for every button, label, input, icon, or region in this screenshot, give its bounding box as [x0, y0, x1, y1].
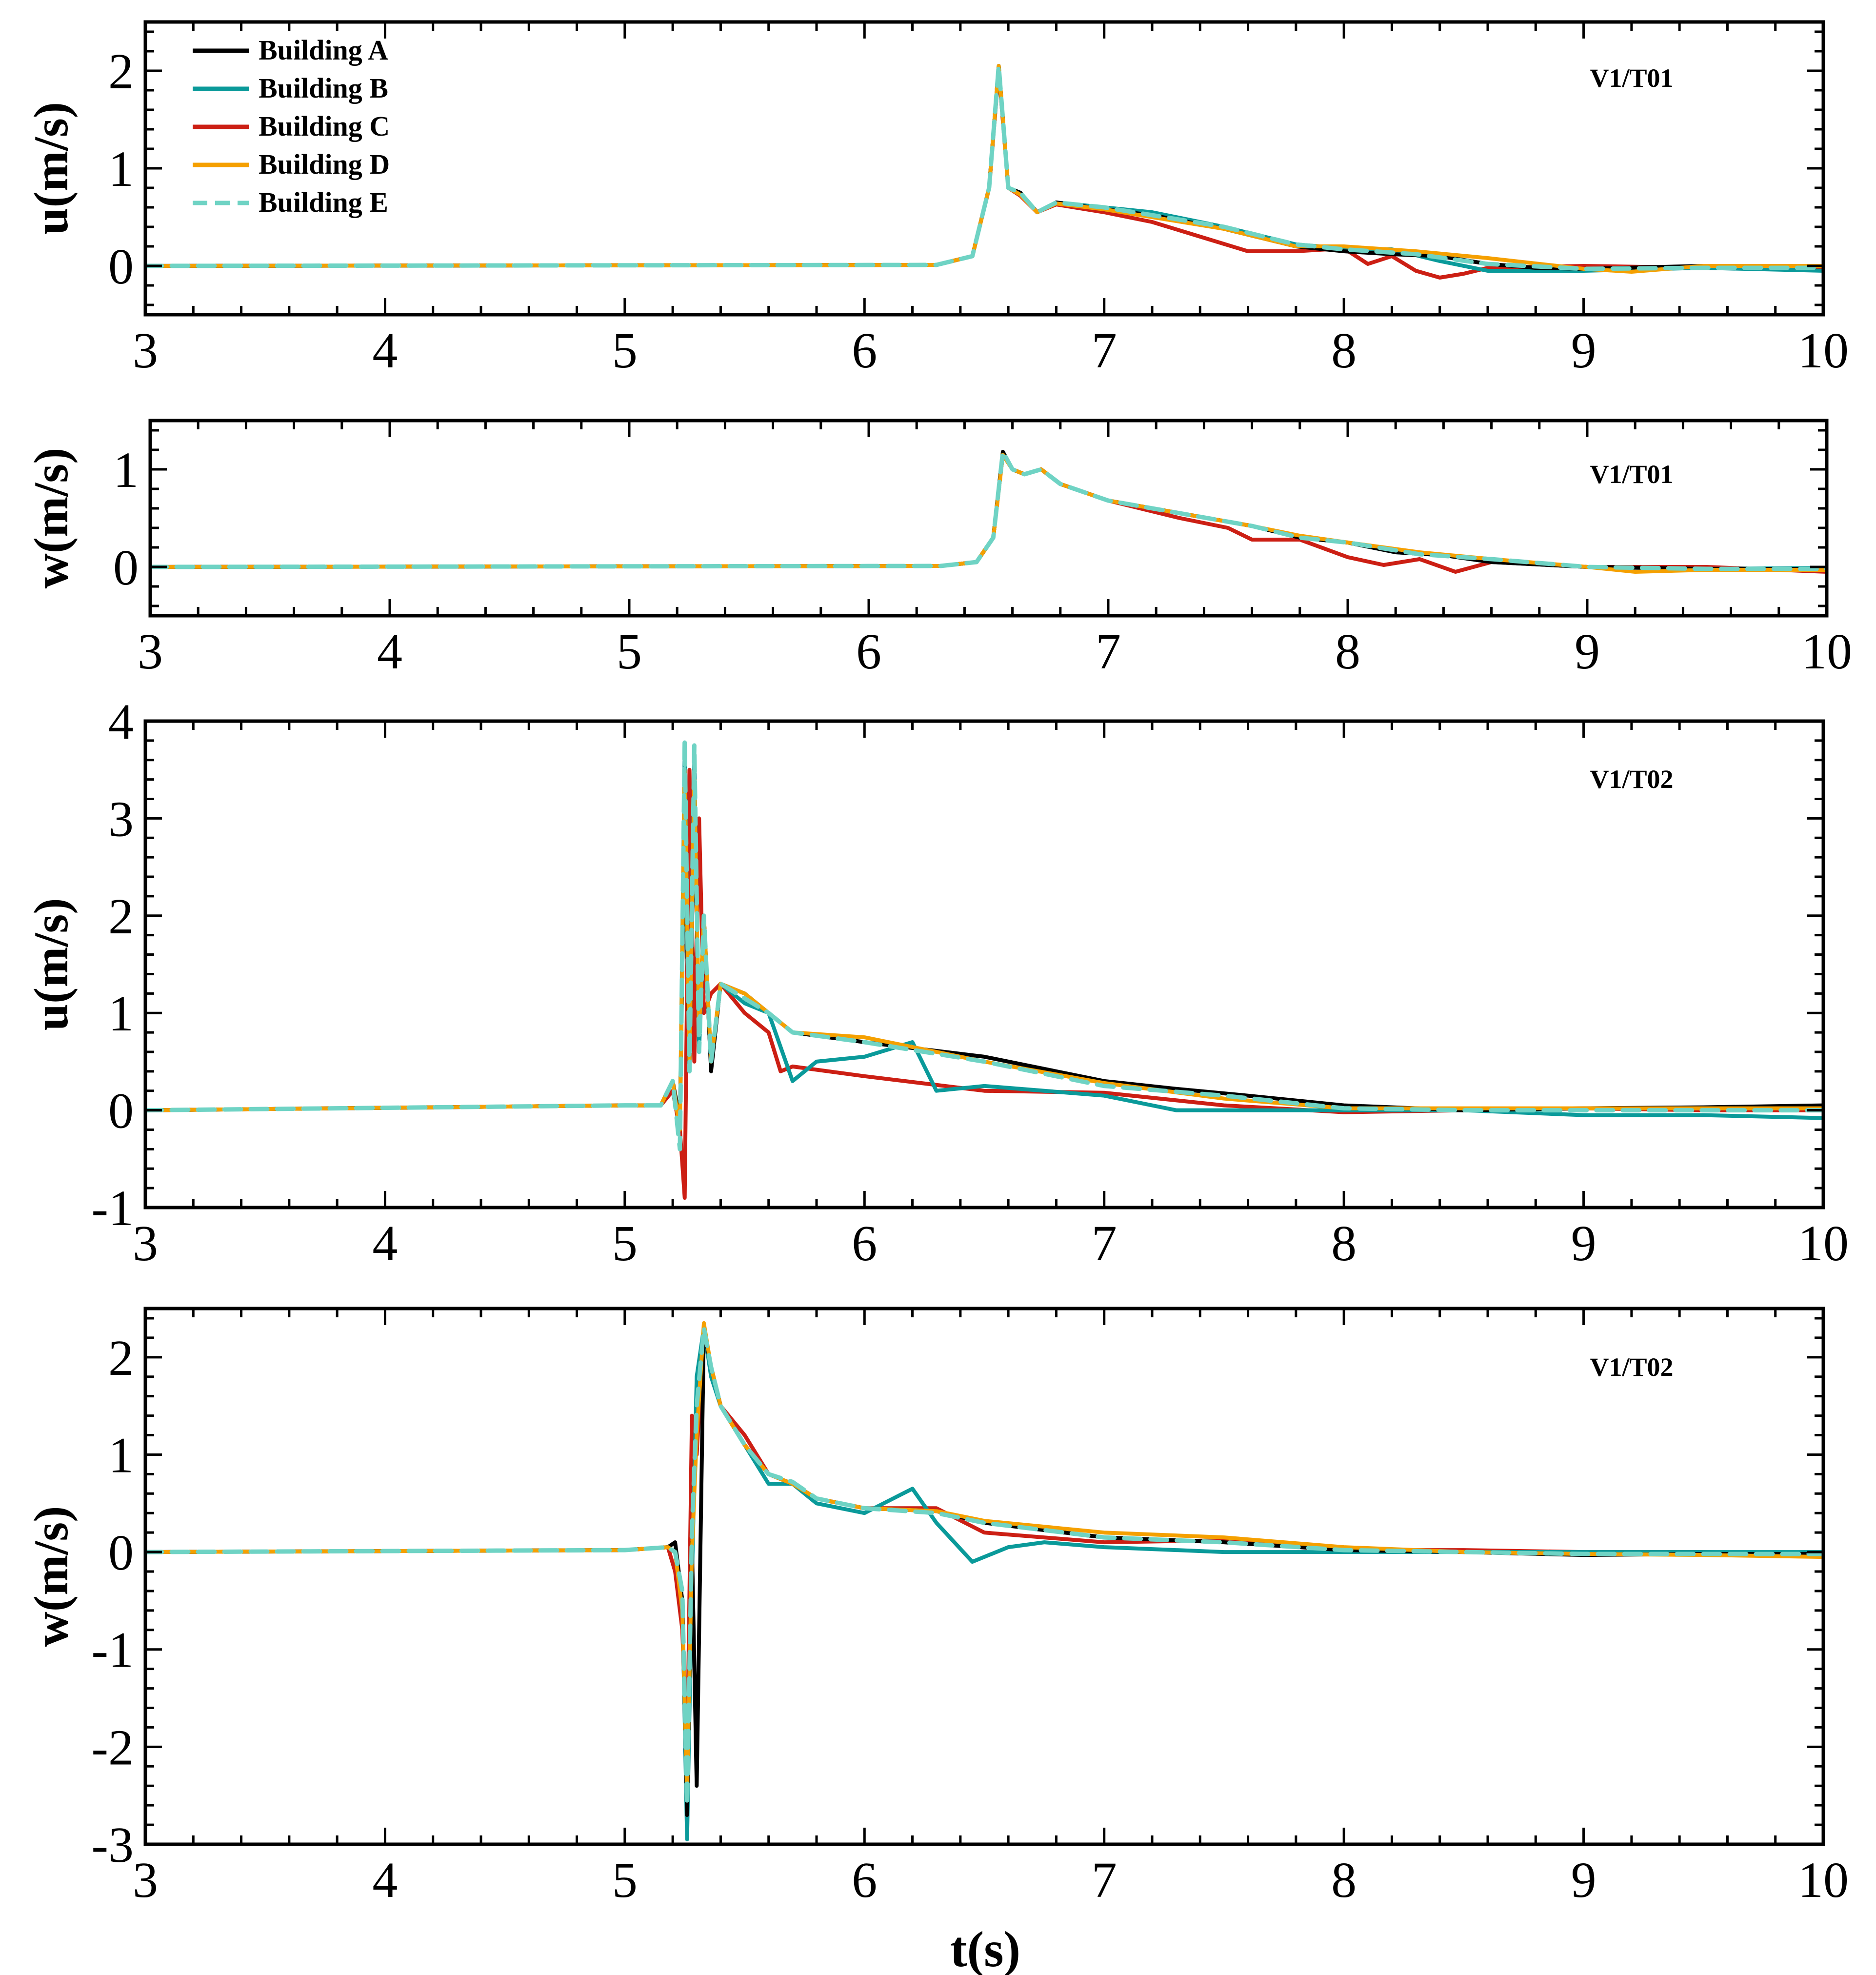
x-tick-label: 4 — [372, 1852, 398, 1908]
plot-frame — [143, 1307, 1825, 1846]
x-tick-label: 10 — [1798, 1215, 1849, 1271]
x-tick-label: 8 — [1331, 1215, 1357, 1271]
y-axis-title: w(m/s) — [24, 448, 78, 589]
series-line-building-c — [150, 453, 1827, 574]
x-tick-label: 7 — [1092, 322, 1117, 379]
y-tick-label: -3 — [91, 1817, 134, 1873]
y-tick-label: 2 — [108, 43, 134, 100]
series-line-building-b — [150, 450, 1827, 571]
panel-1-u-v1-t01: 3 4 5 6 7 8 9 10 0 1 2 u(m/s) V1/T01 — [24, 20, 1849, 379]
x-tick-label: 4 — [372, 322, 398, 379]
y-tick-label: -2 — [91, 1719, 134, 1775]
y-tick-label: 3 — [108, 791, 134, 847]
x-tick-label: 8 — [1335, 624, 1360, 680]
legend-label: Building A — [259, 34, 388, 66]
x-tick-label: 7 — [1092, 1215, 1117, 1271]
series-group — [145, 63, 1823, 280]
x-tick-label: 10 — [1798, 1852, 1849, 1908]
x-tick-label: 9 — [1571, 1852, 1597, 1908]
series-line-building-b — [145, 1326, 1823, 1841]
x-tick-label: 8 — [1331, 1852, 1357, 1908]
legend-label: Building B — [259, 72, 388, 104]
series-line-building-a — [145, 1326, 1823, 1817]
x-tick-label: 9 — [1575, 624, 1600, 680]
series-line-building-c — [145, 69, 1823, 280]
y-tick-label: 0 — [108, 1525, 134, 1581]
x-tick-label: 3 — [133, 1852, 158, 1908]
y-tick-label: 4 — [108, 694, 134, 750]
x-tick-label: 8 — [1331, 322, 1357, 379]
series-group — [145, 738, 1823, 1200]
legend-label: Building D — [259, 148, 390, 180]
series-line-building-e — [145, 738, 1823, 1151]
x-tick-label: 9 — [1571, 322, 1597, 379]
plot-frame — [143, 719, 1825, 1209]
legend: Building A Building B Building C Building D… — [193, 34, 390, 218]
x-tick-label: 6 — [852, 322, 877, 379]
series-line-building-d — [150, 453, 1827, 574]
legend-label: Building C — [259, 110, 390, 142]
panel-4-w-v1-t02: 3 4 5 6 7 8 9 10 -3 -2 -1 0 1 2 w(m/s) V1/T02 — [24, 1307, 1849, 1908]
series-line-building-a — [145, 797, 1823, 1122]
x-tick-label: 5 — [612, 1852, 638, 1908]
x-tick-label: 5 — [612, 1215, 638, 1271]
series-line-building-a — [150, 450, 1827, 571]
y-tick-label: 0 — [108, 1083, 134, 1139]
panel-2-w-v1-t01: 3 4 5 6 7 8 9 10 0 1 w(m/s) V1/T01 — [24, 419, 1852, 680]
x-tick-label: 3 — [138, 624, 163, 680]
x-tick-label: 3 — [133, 1215, 158, 1271]
y-tick-label: 1 — [108, 986, 134, 1042]
series-group — [145, 1321, 1823, 1841]
x-tick-label: 5 — [612, 322, 638, 379]
panel-annotation: V1/T01 — [1590, 460, 1673, 489]
x-tick-label: 10 — [1801, 624, 1852, 680]
x-tick-label: 6 — [852, 1852, 877, 1908]
series-line-building-c — [145, 1326, 1823, 1769]
y-tick-label: 0 — [113, 540, 139, 596]
plot-frame — [148, 419, 1829, 618]
y-tick-label: 2 — [108, 1330, 134, 1386]
series-line-building-e — [145, 1326, 1823, 1808]
series-group — [150, 449, 1827, 574]
series-line-building-b — [145, 64, 1823, 273]
series-line-building-d — [145, 767, 1823, 1132]
x-tick-label: 6 — [856, 624, 881, 680]
y-tick-label: 0 — [108, 239, 134, 295]
y-tick-label: -1 — [91, 1180, 134, 1236]
x-axis-title: t(s) — [950, 1921, 1020, 1975]
panel-annotation: V1/T01 — [1590, 63, 1673, 93]
x-tick-label: 4 — [377, 624, 402, 680]
x-tick-label: 10 — [1798, 322, 1849, 379]
y-tick-label: -1 — [91, 1622, 134, 1678]
x-tick-label: 7 — [1096, 624, 1121, 680]
x-tick-label: 6 — [852, 1215, 877, 1271]
panel-annotation: V1/T02 — [1590, 1352, 1673, 1382]
x-tick-label: 4 — [372, 1215, 398, 1271]
legend-label: Building E — [259, 186, 388, 218]
series-line-building-d — [145, 64, 1823, 274]
y-axis-title: u(m/s) — [24, 102, 78, 235]
y-tick-label: 1 — [108, 1427, 134, 1483]
y-tick-label: 1 — [113, 442, 139, 498]
series-line-building-b — [145, 748, 1823, 1132]
y-tick-label: 1 — [108, 141, 134, 197]
x-tick-label: 5 — [617, 624, 642, 680]
x-tick-label: 3 — [133, 322, 158, 379]
series-line-building-e — [150, 449, 1827, 571]
series-line-building-d — [145, 1321, 1823, 1798]
y-tick-label: 2 — [108, 888, 134, 945]
y-axis-title: w(m/s) — [24, 1506, 78, 1647]
panel-3-u-v1-t02: 3 4 5 6 7 8 9 10 -1 0 1 2 3 4 u(m/s) V1/T02 — [24, 694, 1849, 1271]
series-line-building-c — [145, 767, 1823, 1200]
y-axis-title: u(m/s) — [24, 898, 78, 1030]
x-tick-label: 9 — [1571, 1215, 1597, 1271]
series-line-building-a — [145, 64, 1823, 271]
x-tick-label: 7 — [1092, 1852, 1117, 1908]
panel-annotation: V1/T02 — [1590, 765, 1673, 794]
series-line-building-e — [145, 63, 1823, 271]
